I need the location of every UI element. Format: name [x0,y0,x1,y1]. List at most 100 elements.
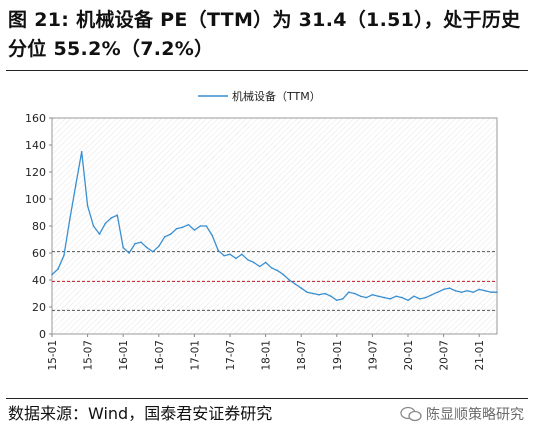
data-point [389,298,392,300]
data-point [312,292,314,295]
data-point [80,150,83,153]
data-point [69,218,71,221]
data-point [330,295,332,297]
data-point [241,253,243,256]
pe-line-chart: 0 20 40 60 80 100 120 140 160 15-01 15-07 16-01 16-0… [25,89,498,371]
y-tick-label: 80 [32,220,46,233]
data-point [430,294,433,296]
y-tick-label: 140 [25,139,46,152]
data-point [300,287,303,289]
data-point [104,222,107,225]
x-tick-label: 19-07 [367,340,379,371]
data-point [92,225,95,227]
y-tick-label: 0 [39,328,46,341]
x-tick-label: 15-07 [83,340,95,371]
data-point [57,268,59,270]
bottom-divider [6,398,528,399]
data-point [116,214,119,216]
data-point [413,295,415,297]
data-point [152,250,154,253]
data-point [169,233,172,235]
data-point [425,296,427,299]
data-point [341,298,344,300]
data-point [460,291,463,293]
data-point [258,265,261,268]
data-point [187,223,190,226]
x-tick-label: 17-07 [225,340,237,371]
data-point [448,287,451,289]
series-line-0 [51,151,497,301]
x-tick-label: 18-07 [296,340,308,371]
data-point [235,257,237,260]
data-point [247,258,249,261]
data-point [454,290,457,292]
data-point [490,291,492,293]
data-point [140,241,142,243]
data-point [74,184,77,187]
data-point [229,253,231,256]
data-point [478,288,481,291]
data-point [276,269,279,272]
watermark-text: 陈显顺策略研究 [426,407,524,423]
data-point [158,245,160,248]
data-point [294,283,297,285]
data-point [401,296,403,299]
figure-title: 图 21: 机械设备 PE（TTM）为 31.4（1.51），处于历史分位 55… [8,9,521,60]
data-point [146,246,148,249]
data-point [110,217,113,219]
data-point [205,225,208,227]
x-tick-label: 16-07 [154,340,166,371]
data-point [181,226,184,229]
data-point [282,273,285,276]
data-point [211,234,213,237]
data-point [353,292,356,295]
data-point [86,204,89,207]
data-point [484,290,486,292]
data-point [63,254,65,257]
data-point [365,296,368,299]
data-point [472,291,475,293]
data-point [383,296,386,299]
data-point [51,273,53,276]
data-point [371,294,374,296]
x-tick-label: 19-01 [332,340,344,371]
data-point [347,291,350,293]
data-point [442,288,445,291]
data-point [306,291,308,293]
data-point [128,252,130,254]
data-point [377,295,380,297]
x-tick-label: 20-07 [439,340,451,371]
x-tick-label: 17-01 [189,340,201,371]
data-source-note: 数据来源：Wind，国泰君安证券研究 [8,404,273,423]
x-tick-label: 21-01 [474,340,486,371]
data-point [496,291,498,293]
data-point [270,267,273,269]
y-tick-label: 160 [25,112,46,125]
data-point [288,279,291,281]
data-point [122,246,124,249]
data-point [175,227,178,230]
data-point [336,299,338,302]
y-tick-label: 20 [32,301,46,314]
watermark: 陈显顺策略研究 [400,404,524,424]
data-point [395,295,397,297]
data-point [193,229,196,231]
data-point [264,261,267,264]
x-tick-label: 15-01 [47,340,59,371]
data-point [466,290,469,292]
data-point [436,291,439,293]
data-point [419,298,421,300]
data-point [318,294,320,296]
data-point [199,225,202,227]
x-tick-label: 16-01 [118,340,130,371]
data-point [163,236,166,238]
legend-label: 机械设备（TTM） [232,89,321,103]
y-tick-label: 120 [25,166,46,179]
y-tick-label: 60 [32,247,46,260]
data-point [217,249,219,252]
data-point [407,299,409,302]
data-point [134,242,136,245]
data-point [223,254,225,257]
y-tick-label: 40 [32,274,46,287]
data-point [98,233,101,235]
